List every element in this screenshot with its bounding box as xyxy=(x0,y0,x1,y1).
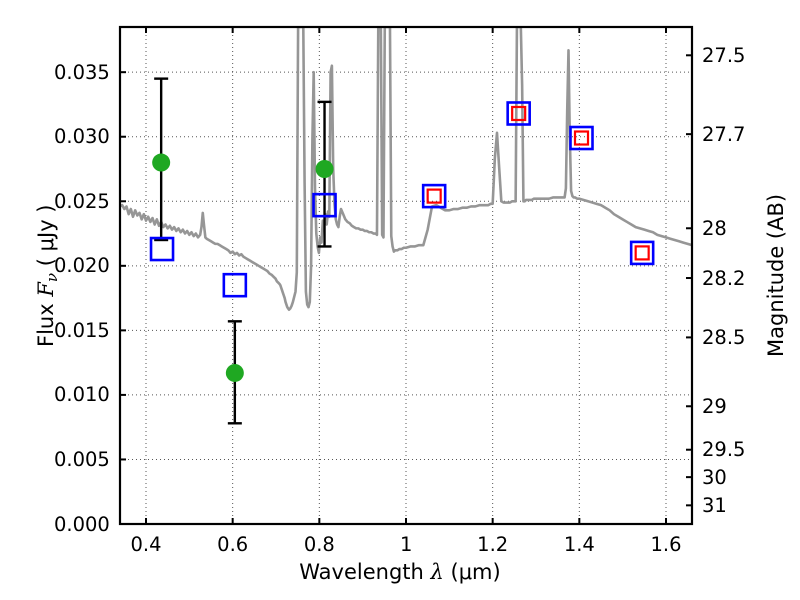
model-square-red-3[interactable] xyxy=(634,245,650,261)
y-tick-label-left-4: 0.020 xyxy=(54,254,110,278)
model-square-blue-6[interactable] xyxy=(629,240,655,266)
observed-data-point-1[interactable] xyxy=(225,363,244,382)
y-tick-label-right-1: 27.7 xyxy=(702,122,746,146)
model-square-red-1[interactable] xyxy=(511,105,527,122)
y-tick-label-right-3: 28.2 xyxy=(702,266,746,290)
y-tick-label-right-2: 28 xyxy=(702,216,727,240)
y-tick-label-left-7: 0.035 xyxy=(54,60,110,84)
y-axis-title-right: Magnitude (AB) xyxy=(764,193,788,357)
model-square-blue-1[interactable] xyxy=(222,272,248,298)
x-axis-title-symbol: λ xyxy=(430,560,444,584)
model-square-red-2[interactable] xyxy=(573,130,590,146)
y-tick-label-right-7: 30 xyxy=(702,465,727,489)
model-square-blue-0[interactable] xyxy=(149,236,175,262)
x-axis-title-units: (μm) xyxy=(443,560,501,584)
model-square-blue-2[interactable] xyxy=(312,192,337,218)
x-tick-label-5: 1.4 xyxy=(563,532,595,556)
y-tick-label-left-6: 0.030 xyxy=(54,125,110,149)
model-square-blue-4[interactable] xyxy=(506,101,531,126)
x-axis-title-prefix: Wavelength xyxy=(299,560,431,584)
model-square-blue-3[interactable] xyxy=(421,183,447,209)
x-tick-label-4: 1.2 xyxy=(477,532,509,556)
y-tick-label-left-3: 0.015 xyxy=(54,318,110,342)
x-tick-label-1: 0.6 xyxy=(217,532,249,556)
y-tick-label-left-1: 0.005 xyxy=(54,447,110,471)
model-square-blue-5[interactable] xyxy=(569,125,594,151)
y-tick-label-right-5: 29 xyxy=(702,394,727,418)
x-tick-label-3: 1 xyxy=(400,532,413,556)
y-axis-title-symbol: F xyxy=(34,282,58,297)
model-square-red-0[interactable] xyxy=(426,188,442,204)
y-tick-label-right-4: 28.5 xyxy=(702,325,746,349)
y-tick-label-left-0: 0.000 xyxy=(54,512,110,536)
y-tick-label-right-0: 27.5 xyxy=(702,43,746,67)
x-tick-label-0: 0.4 xyxy=(130,532,162,556)
y-tick-label-right-6: 29.5 xyxy=(702,438,746,462)
x-axis-title: Wavelength λ (μm) xyxy=(0,560,800,584)
spectrum-line xyxy=(120,27,692,312)
observed-data-point-0[interactable] xyxy=(152,153,171,172)
x-tick-label-6: 1.6 xyxy=(650,532,682,556)
observed-data-point-2[interactable] xyxy=(315,160,334,178)
x-tick-label-2: 0.8 xyxy=(303,532,335,556)
y-tick-label-left-5: 0.025 xyxy=(54,189,110,213)
y-tick-label-left-2: 0.010 xyxy=(54,383,110,407)
y-tick-label-right-8: 31 xyxy=(702,493,727,517)
